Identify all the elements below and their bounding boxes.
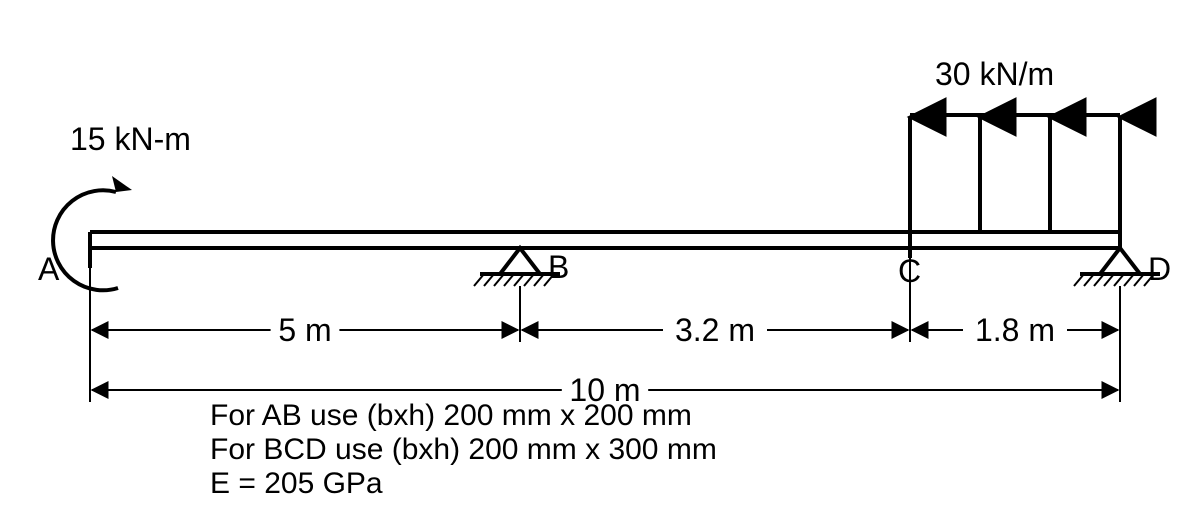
note-line-0: For AB use (bxh) 200 mm x 200 mm [210, 399, 692, 432]
support-b [500, 248, 540, 274]
dim-AB-label: 5 m [278, 312, 331, 348]
node-label-D: D [1148, 251, 1171, 287]
note-line-1: For BCD use (bxh) 200 mm x 300 mm [210, 433, 717, 466]
beam-diagram: 15 kN-mABCD30 kN/m5 m3.2 m1.8 m10 mFor A… [0, 0, 1200, 505]
dim-BC-label: 3.2 m [675, 312, 755, 348]
note-line-2: E = 205 GPa [210, 467, 383, 500]
diagram-layer: 15 kN-mABCD30 kN/m5 m3.2 m1.8 m10 mFor A… [38, 56, 1171, 500]
udl-label: 30 kN/m [935, 56, 1054, 92]
support-d [1100, 248, 1140, 274]
moment-arc [53, 190, 118, 290]
dim-CD-label: 1.8 m [975, 312, 1055, 348]
node-label-A: A [38, 251, 60, 287]
node-label-B: B [548, 249, 569, 285]
moment-label: 15 kN-m [70, 121, 191, 157]
moment-arrowhead [112, 176, 132, 192]
